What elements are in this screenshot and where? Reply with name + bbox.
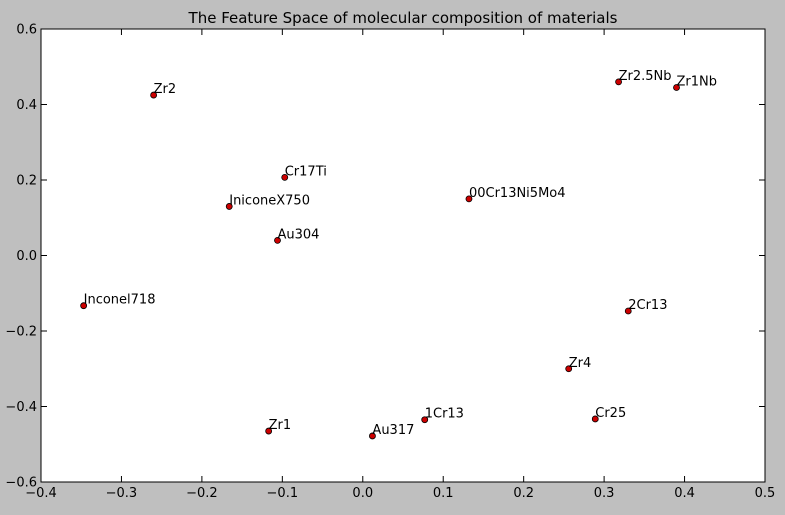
y-tick-label: 0.2 [16,174,37,189]
x-axis-ticks: −0.4 −0.3 −0.2 −0.1 0.0 0.1 0.2 0.3 0.4 0.5 [25,29,775,501]
scatter-point [150,91,158,99]
y-tick-label: −0.2 [5,325,37,340]
y-tick-label: −0.4 [5,400,37,415]
x-tick-label: 0.5 [755,486,776,501]
scatter-point [591,415,599,423]
y-tick-label: 0.0 [16,249,37,264]
scatter-point [281,173,289,181]
point-label: Cr17Ti [285,164,327,179]
x-tick-label: −0.2 [186,486,218,501]
point-label: Zr1 [269,418,292,433]
point-label: 1Cr13 [425,407,464,422]
scatter-point [369,432,376,440]
x-tick-label: −0.1 [267,486,299,501]
data-points: Zr2 Zr2.5Nb Zr1Nb Cr17Ti IniconeX750 00Cr13Ni… [80,69,718,440]
x-tick-label: −0.3 [106,486,138,501]
x-tick-label: −0.4 [25,486,57,501]
scatter-point [465,195,473,203]
scatter-point [265,427,273,435]
scatter-point [225,203,233,210]
scatter-point [274,236,281,244]
point-label: Zr1Nb [677,75,718,90]
point-label: Au304 [278,227,320,242]
point-label: Au317 [372,423,414,438]
scatter-point [421,416,429,424]
y-tick-label: 0.6 [16,23,37,38]
y-axis-ticks: −0.6 −0.4 −0.2 0.0 0.2 0.4 0.6 [5,23,765,491]
point-label: IniconeX750 [229,193,310,208]
point-label: Cr25 [595,406,626,421]
scatter-point [80,302,88,310]
x-tick-label: 0.3 [594,486,615,501]
chart-title: The Feature Space of molecular compositi… [188,9,618,27]
point-label: 00Cr13Ni5Mo4 [469,186,566,201]
scatter-point [673,84,680,91]
x-tick-label: 0.0 [352,486,373,501]
y-tick-label: 0.4 [16,98,37,113]
plot-area [40,28,766,483]
x-tick-label: 0.2 [513,486,534,501]
x-tick-label: 0.4 [674,486,695,501]
scatter-point [615,78,622,86]
point-label: Inconel718 [84,293,156,308]
scatter-point [624,307,632,315]
point-label: Zr4 [569,356,592,371]
point-label: 2Cr13 [628,298,667,313]
scatter-point [565,365,573,373]
point-label: Zr2.5Nb [619,69,672,84]
y-tick-label: −0.6 [5,476,37,491]
point-label: Zr2 [154,82,177,97]
x-tick-label: 0.1 [433,486,454,501]
